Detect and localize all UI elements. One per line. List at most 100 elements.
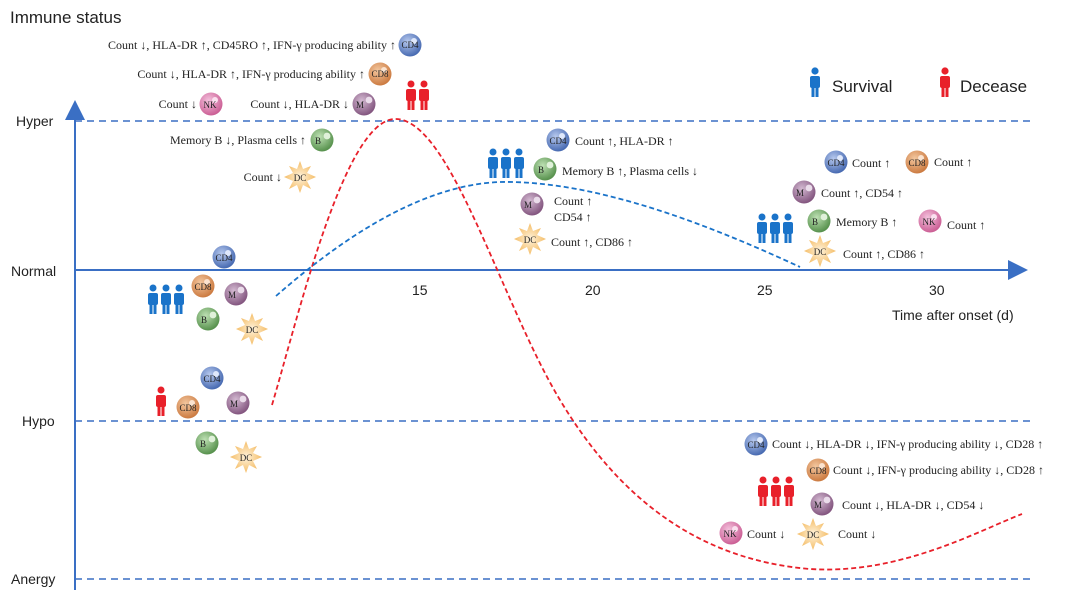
survival-group-late xyxy=(757,213,793,243)
macrophage-cell: M xyxy=(520,192,544,216)
svg-text:CD8: CD8 xyxy=(179,403,197,413)
annotation: Count ↑, CD86 ↑ xyxy=(551,235,633,249)
annotation: Count ↓, HLA-DR ↑, CD45RO ↑, IFN-γ produ… xyxy=(108,38,396,52)
svg-text:M: M xyxy=(814,500,822,510)
cd8-cell: CD8 xyxy=(905,150,929,174)
annotation: Count ↑ xyxy=(852,156,890,170)
x-tick-20: 20 xyxy=(585,282,601,298)
dendritic-cell: DC xyxy=(514,223,546,255)
svg-text:CD8: CD8 xyxy=(908,158,926,168)
decease-group-early xyxy=(406,80,429,110)
x-tick-30: 30 xyxy=(929,282,945,298)
svg-text:DC: DC xyxy=(807,530,820,540)
svg-text:CD4: CD4 xyxy=(401,40,419,50)
x-tick-25: 25 xyxy=(757,282,773,298)
b-cell: B xyxy=(533,157,557,181)
level-anergy: Anergy xyxy=(11,571,55,587)
dendritic-cell: DC xyxy=(284,161,316,193)
cd8-cell: CD8 xyxy=(806,458,830,482)
svg-text:CD4: CD4 xyxy=(203,374,221,384)
svg-text:B: B xyxy=(201,315,207,325)
cd4-cell: CD4 xyxy=(744,432,768,456)
cd4-cell: CD4 xyxy=(200,366,224,390)
b-cell: B xyxy=(807,209,831,233)
cd8-cell: CD8 xyxy=(368,62,392,86)
dendritic-cell: DC xyxy=(236,313,268,345)
svg-text:NK: NK xyxy=(724,529,737,539)
cd8-cell: CD8 xyxy=(176,395,200,419)
nk-cell: NK xyxy=(918,209,942,233)
svg-text:M: M xyxy=(230,399,238,409)
legend: Survival Decease xyxy=(810,67,1027,97)
svg-text:M: M xyxy=(524,200,532,210)
annotation: Count ↑, CD86 ↑ xyxy=(843,247,925,261)
survival-group-mid xyxy=(488,148,524,178)
svg-text:CD4: CD4 xyxy=(827,158,845,168)
b-cell: B xyxy=(310,128,334,152)
svg-text:M: M xyxy=(228,290,236,300)
b-cell: B xyxy=(196,307,220,331)
svg-text:DC: DC xyxy=(246,325,259,335)
macrophage-cell: M xyxy=(810,492,834,516)
cd4-cell: CD4 xyxy=(212,245,236,269)
cd8-cell: CD8 xyxy=(191,274,215,298)
level-hypo: Hypo xyxy=(22,413,55,429)
macrophage-cell: M xyxy=(352,92,376,116)
dendritic-cell: DC xyxy=(797,518,829,550)
annotation: Count ↑, HLA-DR ↑ xyxy=(575,134,674,148)
svg-text:CD8: CD8 xyxy=(371,69,389,79)
svg-text:M: M xyxy=(796,188,804,198)
svg-text:CD4: CD4 xyxy=(549,136,567,146)
macrophage-cell: M xyxy=(224,282,248,306)
dendritic-cell: DC xyxy=(230,441,262,473)
b-cell: B xyxy=(195,431,219,455)
svg-text:B: B xyxy=(538,165,544,175)
nk-cell: NK xyxy=(719,521,743,545)
svg-text:DC: DC xyxy=(814,247,827,257)
decease-group-late xyxy=(758,476,794,506)
annotation: Count ↓, HLA-DR ↓ xyxy=(250,97,349,111)
svg-text:NK: NK xyxy=(204,100,217,110)
survival-group-start xyxy=(148,284,184,314)
level-hyper: Hyper xyxy=(16,113,54,129)
survival-person-icon xyxy=(810,67,820,97)
svg-text:B: B xyxy=(315,136,321,146)
annotation: Count ↓ xyxy=(244,170,282,184)
annotation: CD54 ↑ xyxy=(554,210,592,224)
annotation: Count ↓ xyxy=(747,527,785,541)
svg-text:M: M xyxy=(356,100,364,110)
cd4-cell: CD4 xyxy=(398,33,422,57)
svg-text:CD4: CD4 xyxy=(747,440,765,450)
cd4-cell: CD4 xyxy=(546,128,570,152)
svg-text:CD8: CD8 xyxy=(809,466,827,476)
annotation: Count ↓ xyxy=(838,527,876,541)
annotation: Memory B ↑, Plasma cells ↓ xyxy=(562,164,698,178)
annotation: Count ↑, CD54 ↑ xyxy=(821,186,903,200)
annotation: Count ↑ xyxy=(554,194,592,208)
annotation: Count ↑ xyxy=(934,155,972,169)
annotation: Memory B ↓, Plasma cells ↑ xyxy=(170,133,306,147)
x-axis-label: Time after onset (d) xyxy=(892,307,1014,323)
svg-text:CD8: CD8 xyxy=(194,282,212,292)
svg-text:B: B xyxy=(812,217,818,227)
diagram-title: Immune status xyxy=(10,8,122,27)
svg-text:DC: DC xyxy=(524,235,537,245)
annotation: Count ↓, HLA-DR ↓, IFN-γ producing abili… xyxy=(772,437,1043,451)
decease-group-start xyxy=(156,386,166,416)
legend-survival-label: Survival xyxy=(832,77,892,96)
svg-text:DC: DC xyxy=(294,173,307,183)
svg-text:NK: NK xyxy=(923,217,936,227)
cd4-cell: CD4 xyxy=(824,150,848,174)
annotation: Memory B ↑ xyxy=(836,215,897,229)
svg-text:DC: DC xyxy=(240,453,253,463)
annotation: Count ↑ xyxy=(947,218,985,232)
dendritic-cell: DC xyxy=(804,235,836,267)
x-tick-15: 15 xyxy=(412,282,428,298)
decease-person-icon xyxy=(940,67,950,97)
annotation: Count ↓ xyxy=(159,97,197,111)
svg-text:CD4: CD4 xyxy=(215,253,233,263)
decease-curve xyxy=(271,118,1023,571)
svg-text:B: B xyxy=(200,439,206,449)
annotation: Count ↓, HLA-DR ↑, IFN-γ producing abili… xyxy=(137,67,365,81)
